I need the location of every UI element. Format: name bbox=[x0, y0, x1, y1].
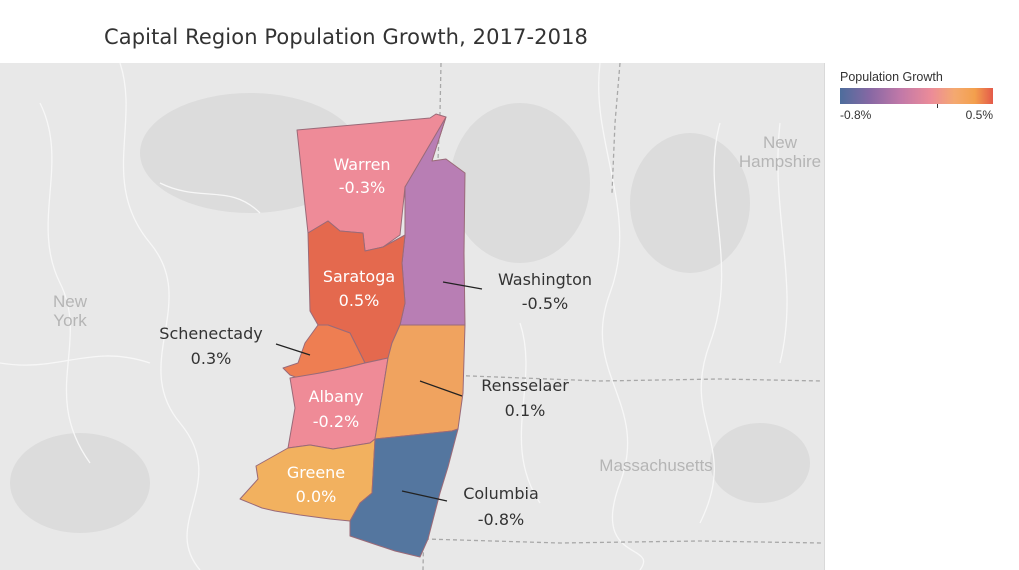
label-rensselaer-growth: 0.1% bbox=[505, 401, 546, 420]
label-washington-growth: -0.5% bbox=[522, 294, 568, 313]
state-label-new-hampshire-1: New bbox=[763, 133, 798, 152]
map-title: Capital Region Population Growth, 2017-2… bbox=[104, 25, 589, 49]
legend-title: Population Growth bbox=[840, 70, 943, 84]
label-greene-name: Greene bbox=[287, 463, 345, 482]
state-label-new-york-2: York bbox=[53, 311, 87, 330]
legend-zero-tick bbox=[937, 104, 938, 108]
label-saratoga-name: Saratoga bbox=[323, 267, 395, 286]
label-columbia-name: Columbia bbox=[463, 484, 539, 503]
label-schenectady-growth: 0.3% bbox=[191, 349, 232, 368]
rivers bbox=[0, 63, 788, 570]
color-legend: Population Growth -0.8% 0.5% bbox=[840, 70, 1000, 124]
label-rensselaer-name: Rensselaer bbox=[481, 376, 569, 395]
label-albany-growth: -0.2% bbox=[313, 412, 359, 431]
legend-max-label: 0.5% bbox=[965, 108, 993, 122]
label-albany-name: Albany bbox=[309, 387, 364, 406]
state-label-new-york-1: New bbox=[53, 292, 88, 311]
label-columbia-growth: -0.8% bbox=[478, 510, 524, 529]
leader-line-washington bbox=[442, 281, 483, 290]
leader-line-schenectady bbox=[275, 343, 311, 356]
label-warren-growth: -0.3% bbox=[339, 178, 385, 197]
leader-line-rensselaer bbox=[419, 380, 463, 397]
label-warren-name: Warren bbox=[333, 155, 390, 174]
legend-min-label: -0.8% bbox=[840, 108, 872, 122]
label-schenectady-name: Schenectady bbox=[159, 324, 262, 343]
county-columbia[interactable] bbox=[349, 428, 459, 558]
map-canvas: New York New Hampshire Massachusetts W bbox=[0, 63, 825, 570]
label-washington-name: Washington bbox=[498, 270, 592, 289]
map-area[interactable]: New York New Hampshire Massachusetts W bbox=[0, 63, 825, 570]
county-greene[interactable] bbox=[239, 438, 376, 522]
state-label-new-hampshire-2: Hampshire bbox=[739, 152, 821, 171]
state-label-massachusetts: Massachusetts bbox=[599, 456, 712, 475]
label-greene-growth: 0.0% bbox=[296, 487, 337, 506]
label-saratoga-growth: 0.5% bbox=[339, 291, 380, 310]
leader-line-columbia bbox=[401, 490, 448, 502]
legend-gradient-bar bbox=[840, 88, 993, 108]
